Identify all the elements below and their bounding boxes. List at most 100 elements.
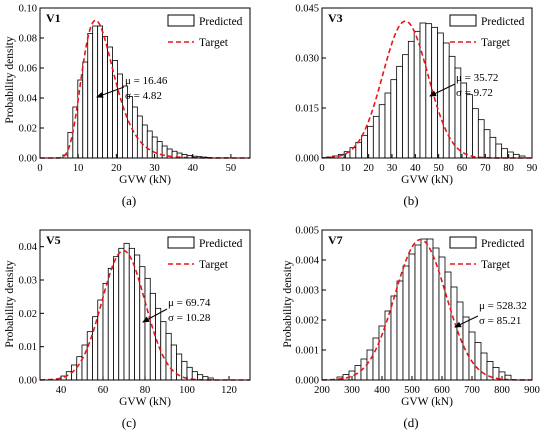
histogram-bar <box>414 244 422 381</box>
histogram-bar <box>472 108 479 159</box>
plot-frame <box>321 7 533 159</box>
histogram-bar <box>390 295 398 381</box>
plot-frame <box>39 7 251 159</box>
panel-id: V1 <box>46 11 61 25</box>
plot-frame <box>321 229 533 381</box>
histogram-bar <box>136 115 143 159</box>
x-tick-label: 60 <box>457 163 468 174</box>
y-tick-label: 0.00 <box>19 154 37 165</box>
histogram-bar <box>474 342 482 381</box>
histogram-bar <box>354 365 362 381</box>
x-axis-label: GVW (kN) <box>401 174 453 186</box>
y-tick-label: 0.02 <box>19 309 37 320</box>
chart-panel: 0 10 20 30 40 50 60 70 80 90 0.000 0.015 0.030 0.045… <box>295 4 537 209</box>
y-tick-label: 0.005 <box>295 226 319 237</box>
bars <box>62 25 213 159</box>
y-tick-label: 0.002 <box>295 316 319 327</box>
x-axis-label: GVW (kN) <box>401 396 453 408</box>
legend: Predicted Target <box>167 14 243 49</box>
x-tick-label: 50 <box>226 163 237 174</box>
panel-id: V7 <box>328 233 343 247</box>
panel-id: V5 <box>46 233 61 247</box>
x-tick-label: 200 <box>314 385 330 396</box>
legend-label-target: Target <box>199 259 229 271</box>
histogram-bar <box>438 256 446 381</box>
histogram-bar <box>419 22 427 159</box>
y-tick-label: 0.015 <box>295 104 319 115</box>
y-axis-label: Probability density <box>282 260 294 347</box>
histogram-bar <box>128 247 135 381</box>
sigma-label: σ = 10.28 <box>168 312 211 324</box>
histogram-bar <box>390 79 398 159</box>
histogram-bar <box>489 136 497 159</box>
mu-label: μ = 35.72 <box>456 72 498 84</box>
histogram-bar <box>112 60 118 159</box>
x-tick-label: 120 <box>221 385 237 396</box>
histogram-bar <box>426 238 434 381</box>
x-ticks: 40 60 80 100 120 <box>56 376 237 396</box>
histogram-bar <box>141 124 148 159</box>
x-axis-label: GVW (kN) <box>119 174 171 186</box>
legend-swatch-predicted <box>167 236 195 249</box>
y-tick-label: 0.000 <box>295 154 319 165</box>
histogram-bar <box>444 271 452 381</box>
y-axis-label: Probability density <box>4 36 16 123</box>
histogram-bar <box>420 238 428 381</box>
mu-label: μ = 69.74 <box>168 297 211 309</box>
histogram-bar <box>117 73 123 159</box>
histogram-bar <box>113 256 120 381</box>
panel-caption: (c) <box>122 415 136 430</box>
y-axis-label: Probability density <box>4 260 16 347</box>
histogram-bar <box>402 265 410 381</box>
legend-swatch-predicted <box>167 14 195 27</box>
histogram-bar <box>396 280 404 381</box>
annotation-arrow <box>142 308 168 323</box>
mu-label: μ = 16.46 <box>125 75 168 87</box>
histogram-bar <box>165 332 172 381</box>
legend: Predicted Target <box>449 14 525 49</box>
legend-label-predicted: Predicted <box>481 16 525 28</box>
y-tick-label: 0.04 <box>19 242 38 253</box>
x-tick-label: 0 <box>319 163 324 174</box>
x-tick-label: 20 <box>111 163 122 174</box>
x-tick-label: 900 <box>524 385 540 396</box>
histogram-bar <box>413 30 421 159</box>
x-tick-label: 40 <box>410 163 421 174</box>
legend: Predicted Target <box>449 236 525 271</box>
histogram-bar <box>468 331 476 381</box>
histogram-bar <box>87 33 94 159</box>
y-tick-label: 0.04 <box>19 94 38 105</box>
histogram-bar <box>367 125 374 159</box>
histogram-bar <box>127 96 133 159</box>
histogram-bar <box>361 134 368 159</box>
histogram-bar <box>384 92 392 159</box>
plot-area: 0 10 20 30 40 50 0.000.020.040.060.080.10 V1 … <box>19 4 251 186</box>
histogram-bar <box>82 61 89 159</box>
y-tick-label: 0.030 <box>295 54 319 65</box>
histogram-bar <box>483 129 491 159</box>
legend-label-predicted: Predicted <box>199 16 243 28</box>
histogram-bar <box>186 366 193 381</box>
histogram-bar <box>425 23 433 159</box>
legend-label-target: Target <box>199 37 229 49</box>
histogram-bar <box>144 277 151 381</box>
y-tick-label: 0.10 <box>19 4 37 15</box>
plot-area: 40 60 80 100 120 0.00 0.01 0.02 0.03 0.04 V5 Pre… <box>19 229 251 408</box>
histogram-bar <box>366 349 374 381</box>
x-tick-label: 10 <box>73 163 84 174</box>
panel-id: V3 <box>328 11 343 25</box>
y-tick-label: 0.045 <box>295 4 319 15</box>
histogram-bar <box>132 106 138 159</box>
chart-panel: Probability density 200 300 400 500 600 700 80… <box>282 226 540 431</box>
panel-caption: (d) <box>403 415 418 430</box>
y-tick-label: 0.03 <box>19 276 37 287</box>
histogram-bar <box>102 282 109 381</box>
histogram-bar <box>118 247 125 381</box>
x-tick-label: 600 <box>434 385 450 396</box>
histogram-bar <box>160 321 167 381</box>
plot-area: 200 300 400 500 600 700 800 900 0.000 0.001 0.002… <box>295 226 540 409</box>
annotation-arrow <box>454 315 479 328</box>
legend-swatch-predicted <box>449 14 477 27</box>
x-tick-label: 40 <box>56 385 67 396</box>
